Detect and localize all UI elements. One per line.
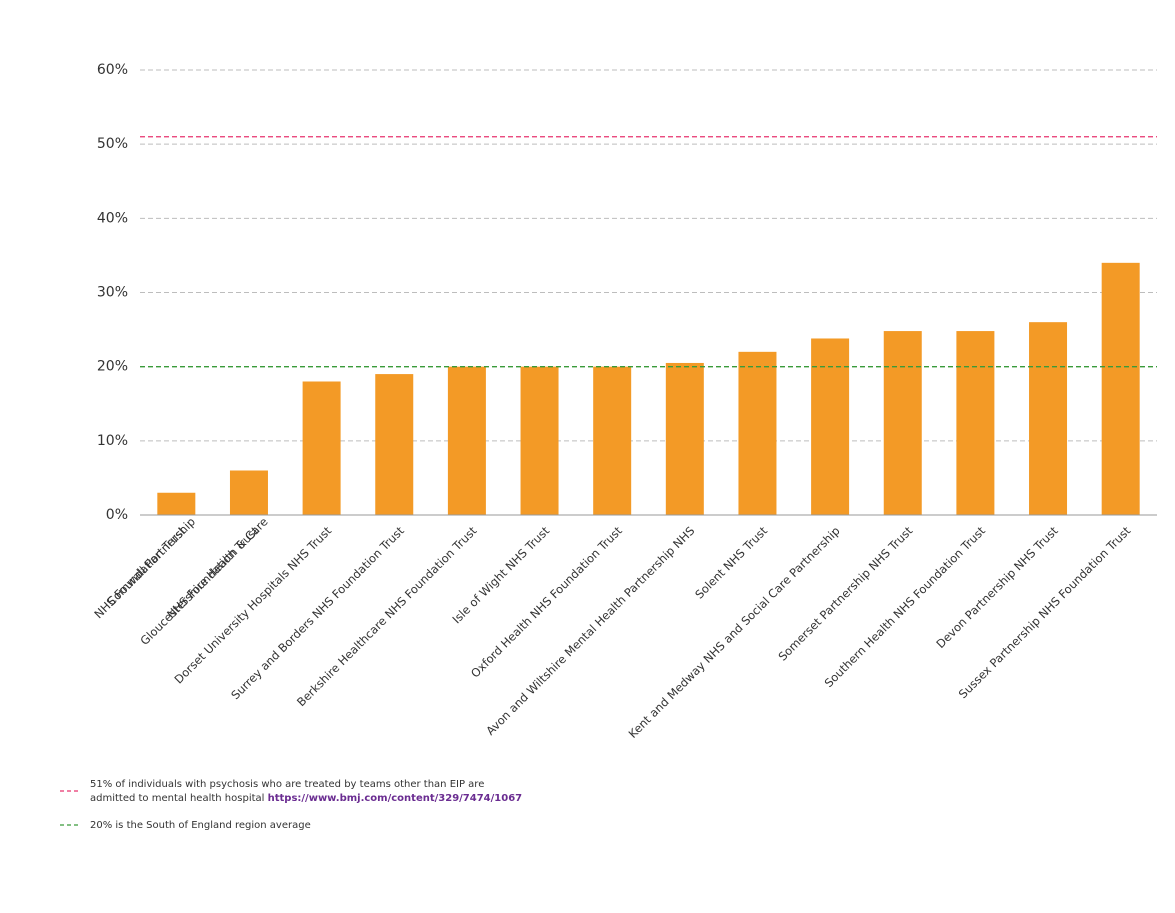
bar bbox=[593, 366, 632, 515]
y-tick-label: 60% bbox=[97, 62, 128, 78]
x-tick-label: Southern Health NHS Foundation Trust bbox=[822, 523, 989, 690]
bar bbox=[375, 374, 414, 515]
bar bbox=[520, 366, 559, 515]
bar bbox=[157, 492, 196, 515]
legend-text: 20% is the South of England region avera… bbox=[90, 820, 311, 831]
y-tick-label: 40% bbox=[97, 210, 128, 226]
legend-link: https://www.bmj.com/content/329/7474/106… bbox=[268, 793, 523, 804]
bar bbox=[665, 362, 704, 515]
y-tick-label: 10% bbox=[97, 433, 128, 449]
y-tick-label: 20% bbox=[97, 359, 128, 375]
legend-text: admitted to mental health hospital bbox=[90, 793, 268, 804]
bar bbox=[1101, 262, 1140, 515]
bar bbox=[883, 331, 922, 515]
bar bbox=[302, 381, 341, 515]
legend-label: 20% is the South of England region avera… bbox=[90, 820, 311, 831]
bar bbox=[447, 366, 486, 515]
bar bbox=[811, 338, 850, 515]
x-tick-label: Oxford Health NHS Foundation Trust bbox=[468, 523, 625, 680]
bar bbox=[1029, 322, 1068, 515]
bar bbox=[738, 351, 777, 515]
bar bbox=[956, 331, 995, 515]
y-tick-label: 0% bbox=[106, 507, 128, 523]
legend-text: 51% of individuals with psychosis who ar… bbox=[90, 779, 484, 790]
x-tick-label: Devon Partnership NHS Trust bbox=[933, 523, 1061, 651]
x-tick-label: Somerset Partnership NHS Trust bbox=[775, 523, 915, 663]
y-tick-label: 30% bbox=[97, 285, 128, 301]
bar bbox=[229, 470, 268, 515]
x-tick-label: Sussex Partnership NHS Foundation Trust bbox=[956, 523, 1134, 701]
x-tick-label: Dorset University Hospitals NHS Trust bbox=[171, 523, 334, 686]
y-tick-label: 50% bbox=[97, 136, 128, 152]
x-tick-label: Solent NHS Trust bbox=[692, 523, 770, 601]
legend-label: 51% of individuals with psychosis who ar… bbox=[90, 779, 484, 790]
legend-label: admitted to mental health hospital https… bbox=[90, 793, 522, 804]
